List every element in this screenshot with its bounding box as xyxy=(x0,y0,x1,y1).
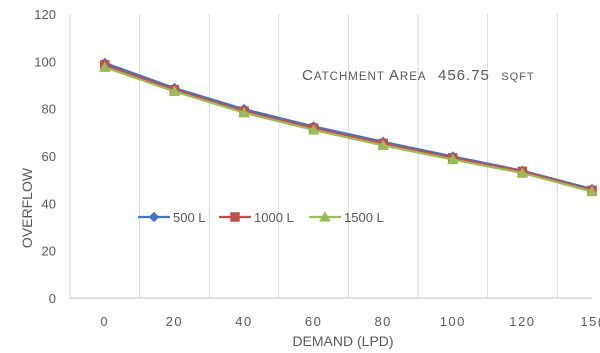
y-tick-label: 60 xyxy=(42,149,56,164)
data-point xyxy=(168,85,181,97)
data-point xyxy=(307,123,320,135)
y-tick-label: 100 xyxy=(34,54,56,69)
series-3 xyxy=(98,61,598,197)
series-layer xyxy=(98,57,598,197)
legend-item: 1500 L xyxy=(309,210,384,225)
data-point xyxy=(238,106,250,118)
catchment-area-annotation: CATCHMENT AREA 456.75 SQFT xyxy=(302,67,535,84)
legend: 500 L 1000 L 1500 L xyxy=(138,210,384,225)
x-tick-label: 40 xyxy=(235,314,252,329)
legend-label: 1000 L xyxy=(254,210,294,225)
legend-marker xyxy=(148,211,160,223)
series-line xyxy=(104,66,593,193)
y-tick-label: 120 xyxy=(34,7,56,22)
data-point xyxy=(377,139,390,150)
x-axis-title: DEMAND (LPD) xyxy=(292,333,393,349)
data-point xyxy=(586,185,598,197)
y-tick-label: 80 xyxy=(42,102,56,117)
annotation-unit: SQFT xyxy=(501,71,534,83)
series-line xyxy=(104,63,593,192)
x-tick-label: 0 xyxy=(100,314,109,329)
y-axis-title: OVERFLOW xyxy=(19,167,35,248)
legend-item: 500 L xyxy=(138,210,206,225)
data-point xyxy=(516,167,529,178)
x-tick-label: 80 xyxy=(374,314,391,329)
y-tick-label: 40 xyxy=(42,196,56,211)
x-tick-label: 100 xyxy=(440,314,466,329)
x-tick-label: 60 xyxy=(305,314,322,329)
annotation-value: 456.75 xyxy=(438,67,490,84)
legend-label: 500 L xyxy=(173,210,206,225)
x-tick-label: 120 xyxy=(509,314,535,329)
legend-marker xyxy=(319,210,331,222)
annotation-label: CATCHMENT AREA xyxy=(302,67,427,84)
x-tick-label: 15( xyxy=(580,314,600,329)
legend-marker xyxy=(230,212,240,222)
data-point xyxy=(446,153,459,165)
y-tick-label: 0 xyxy=(49,291,56,306)
y-tick-label: 20 xyxy=(42,244,56,259)
axis-layer: 0 20 40 60 80 100 120 0 20 40 60 80 100 120 15( xyxy=(34,7,600,329)
grid-layer xyxy=(69,14,558,298)
data-point xyxy=(98,61,111,72)
x-tick-label: 20 xyxy=(166,314,183,329)
legend-item: 1000 L xyxy=(219,210,294,225)
legend-label: 1500 L xyxy=(344,210,384,225)
